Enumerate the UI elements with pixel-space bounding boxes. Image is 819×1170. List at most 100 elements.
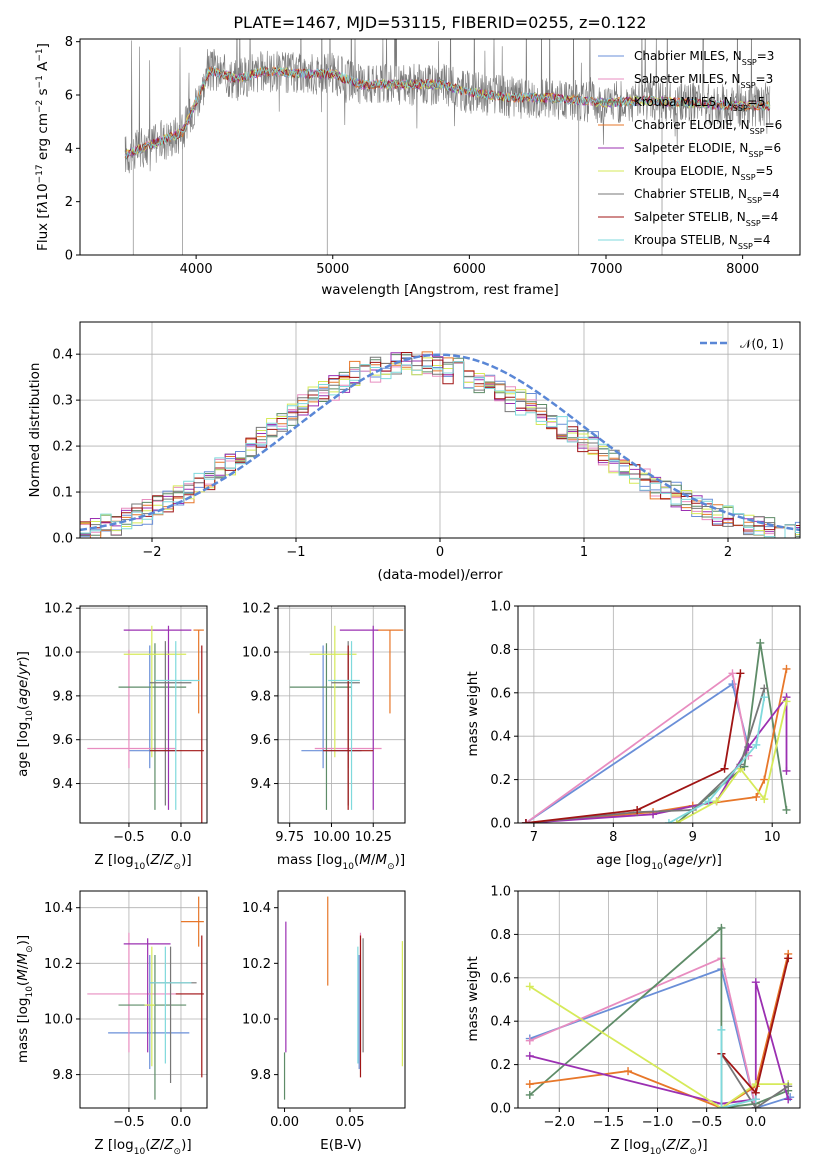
weight-marker <box>782 805 791 814</box>
x-axis-label: Z [log10(Z/Z⊙)] <box>94 852 191 872</box>
x-tick-label: 10.25 <box>355 830 392 845</box>
y-tick-label: 9.4 <box>52 777 73 792</box>
y-tick-label: 0.2 <box>490 773 511 788</box>
x-axis-label: mass [log10(M/M⊙)] <box>277 852 405 872</box>
weight-marker <box>720 764 729 773</box>
weight-line <box>720 1029 757 1108</box>
weight-marker <box>717 1104 726 1108</box>
y-axis-label: mass weight <box>465 956 481 1041</box>
weight-line <box>676 642 788 823</box>
y-axis-label: Flux [fλ10−17 erg cm−2 s−1 A−1] <box>35 43 51 251</box>
x-tick-label: −0.5 <box>113 1115 145 1130</box>
plot-content <box>87 625 204 823</box>
x-axis-label: Z [log10(Z/Z⊙)] <box>94 1137 191 1157</box>
y-tick-label: 9.8 <box>52 1068 73 1083</box>
x-tick-label: 1 <box>580 545 588 560</box>
weight-marker <box>521 819 530 823</box>
histogram-step <box>80 361 800 538</box>
y-tick-label: 0.8 <box>490 928 511 943</box>
x-axis-label: (data-model)/error <box>377 567 503 583</box>
x-tick-label: 7000 <box>589 262 622 277</box>
plot-content <box>289 625 404 810</box>
weight-marker <box>751 978 760 987</box>
weight-marker <box>784 954 793 963</box>
plot-frame <box>517 890 801 1109</box>
x-axis-label: E(B-V) <box>320 1137 362 1153</box>
plot-frame <box>277 605 406 824</box>
x-tick-label: 8 <box>609 830 617 845</box>
y-tick-label: 10.0 <box>242 646 271 661</box>
plot-frame <box>79 605 208 824</box>
x-axis-label: wavelength [Angstrom, rest frame] <box>321 282 559 298</box>
legend-label: Salpeter MILES, NSSP=3 <box>634 72 773 90</box>
weight-marker <box>712 797 721 806</box>
weight-line <box>529 985 789 1108</box>
model-line <box>124 66 771 159</box>
x-tick-label: 0.0 <box>171 830 192 845</box>
plot-frame <box>79 321 801 539</box>
weight-marker <box>633 805 642 814</box>
weight-marker <box>525 1051 534 1060</box>
age-vs-mass-panel: 9.75 10.00 10.25 9.4 9.6 9.8 10.0 10.2 mass [lo… <box>242 602 406 872</box>
weight-marker <box>525 1090 534 1099</box>
y-tick-label: 10.2 <box>242 602 271 617</box>
y-tick-label: 10.4 <box>44 901 73 916</box>
x-tick-label: 9.75 <box>275 830 304 845</box>
weight-marker <box>760 693 769 702</box>
y-tick-label: 4 <box>65 142 73 157</box>
legend-label: Kroupa STELIB, NSSP=4 <box>634 233 771 251</box>
weight-vs-metallicity-panel: −2.0 −1.5 −1.0 −0.5 0.0 0.0 0.2 0.4 0.6 0.8 1.0 Z … <box>465 885 801 1157</box>
plot-frame <box>517 605 801 824</box>
y-tick-label: 1.0 <box>490 885 511 900</box>
y-tick-label: 6 <box>65 89 73 104</box>
x-tick-label: 0.00 <box>270 1115 299 1130</box>
weight-line <box>529 967 791 1108</box>
weight-line <box>525 673 742 823</box>
y-tick-label: 10.2 <box>44 602 73 617</box>
legend: Chabrier MILES, NSSP=3 Salpeter MILES, NS… <box>598 49 782 251</box>
weight-marker <box>784 1095 793 1104</box>
weight-marker <box>782 766 791 775</box>
x-tick-label: −0.5 <box>691 1115 723 1130</box>
plot-content <box>521 638 791 823</box>
legend-label: Salpeter STELIB, NSSP=4 <box>634 210 778 228</box>
legend-label: Kroupa ELODIE, NSSP=5 <box>634 164 773 182</box>
legend-label: Chabrier MILES, NSSP=3 <box>634 49 774 67</box>
y-tick-label: 1.0 <box>490 600 511 615</box>
x-tick-label: 9 <box>689 830 697 845</box>
y-tick-label: 0.4 <box>490 730 511 745</box>
y-tick-label: 0.8 <box>490 643 511 658</box>
weight-line <box>529 925 789 1108</box>
weight-marker <box>728 669 737 678</box>
legend-label: Kroupa MILES, NSSP=5 <box>634 95 765 113</box>
weight-marker <box>525 1036 534 1045</box>
legend-label: Salpeter ELODIE, NSSP=6 <box>634 141 781 159</box>
plot-frame <box>277 890 406 1109</box>
x-tick-label: −2.0 <box>543 1115 575 1130</box>
legend: 𝒩(0, 1) <box>700 337 784 351</box>
plot-frame <box>79 890 208 1109</box>
weight-marker <box>664 819 673 823</box>
x-tick-label: 4000 <box>180 262 213 277</box>
y-tick-label: 0.3 <box>52 394 73 409</box>
weight-marker <box>752 792 761 801</box>
x-tick-label: 10 <box>764 830 781 845</box>
y-axis-label: Normed distribution <box>27 363 43 498</box>
plot-content <box>124 39 771 255</box>
y-tick-label: 9.6 <box>52 733 73 748</box>
model-line <box>124 65 771 157</box>
y-tick-label: 0.0 <box>52 532 73 547</box>
weight-line <box>529 953 790 1108</box>
weight-marker <box>525 1080 534 1089</box>
plot-content <box>283 896 403 1100</box>
plot-content <box>80 351 800 538</box>
x-axis-label: age [log10(age/yr)] <box>596 852 722 872</box>
x-tick-label: 8000 <box>726 262 759 277</box>
normal-curve <box>80 353 800 532</box>
y-tick-label: 0.1 <box>52 486 73 501</box>
x-tick-label: 0.0 <box>171 1115 192 1130</box>
x-tick-label: 7 <box>530 830 538 845</box>
residual-panel: −2 −1 0 1 2 0.0 0.1 0.2 0.3 0.4 (data-model)/erro… <box>27 321 801 583</box>
y-tick-label: 0.4 <box>52 348 73 363</box>
